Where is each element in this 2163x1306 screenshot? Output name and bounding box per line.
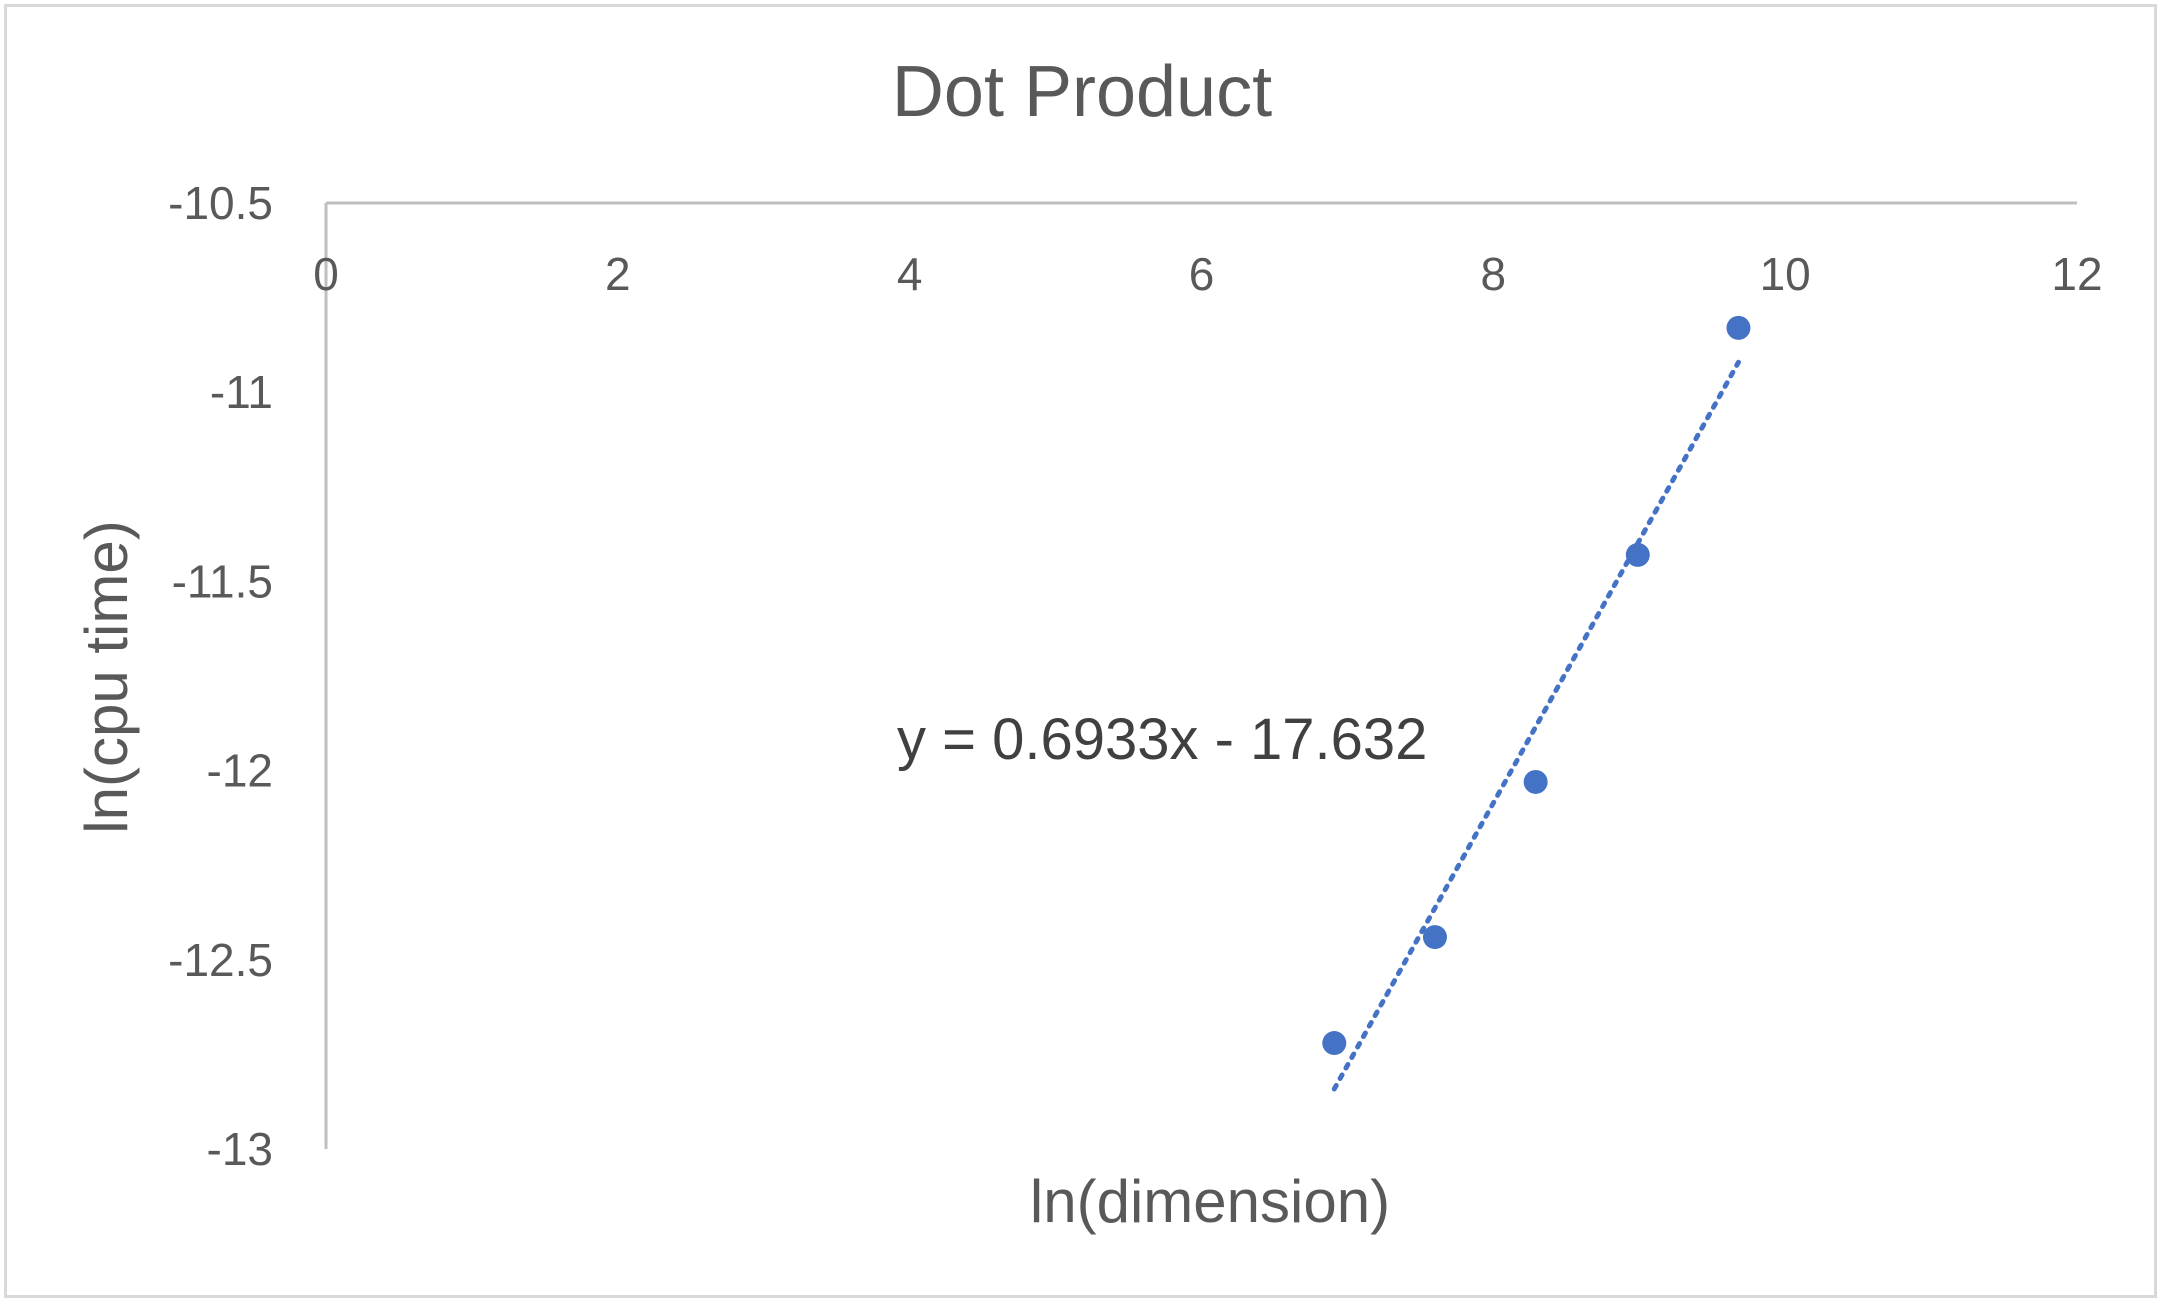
x-tick-label: 10 xyxy=(1760,248,1811,300)
x-tick-labels: 0 2 4 6 8 10 12 xyxy=(313,248,2102,300)
y-axis-title: ln(cpu time) xyxy=(73,520,140,833)
data-point xyxy=(1726,315,1751,340)
x-tick-label: 2 xyxy=(605,248,631,300)
data-points xyxy=(1322,315,1751,1056)
y-tick-label: -12 xyxy=(207,745,273,797)
y-tick-label: -11.5 xyxy=(172,555,273,607)
axes xyxy=(324,201,2077,1149)
data-point xyxy=(1625,542,1650,567)
y-tick-label: -11 xyxy=(210,366,273,418)
trendline-equation: y = 0.6933x - 17.632 xyxy=(897,707,1427,772)
x-tick-label: 4 xyxy=(897,248,923,300)
y-tick-label: -12.5 xyxy=(168,934,273,986)
x-axis-title: ln(dimension) xyxy=(1030,1168,1390,1235)
chart-title: Dot Product xyxy=(892,52,1272,132)
y-tick-labels: -10.5 -11 -11.5 -12 -12.5 -13 xyxy=(168,177,273,1175)
y-tick-label: -10.5 xyxy=(168,177,273,229)
data-point xyxy=(1523,769,1548,794)
x-tick-label: 8 xyxy=(1481,248,1507,300)
x-tick-label: 6 xyxy=(1189,248,1215,300)
x-tick-label: 12 xyxy=(2051,248,2102,300)
y-tick-label: -13 xyxy=(207,1123,273,1175)
x-tick-label: 0 xyxy=(313,248,339,300)
chart-frame xyxy=(4,4,2157,1298)
data-point xyxy=(1422,925,1447,950)
data-point xyxy=(1322,1031,1347,1056)
